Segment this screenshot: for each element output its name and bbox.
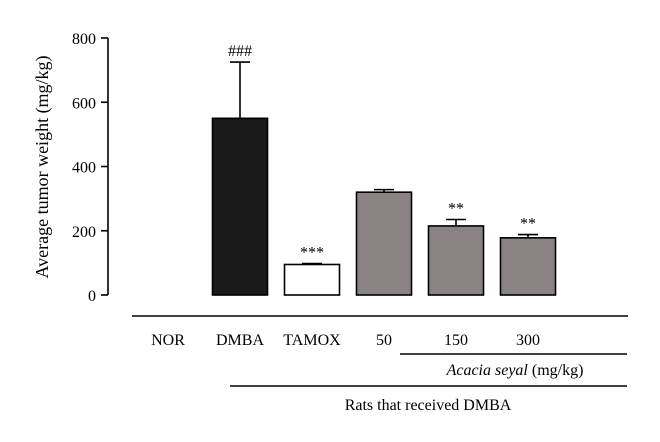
x-category-label: 300 bbox=[516, 332, 540, 349]
y-tick-label: 400 bbox=[72, 160, 96, 177]
dmba-group-label: Rats that received DMBA bbox=[345, 397, 512, 414]
bar bbox=[427, 225, 485, 296]
x-category-label: DMBA bbox=[216, 332, 264, 349]
bar bbox=[355, 191, 413, 296]
significance-label: *** bbox=[300, 245, 324, 262]
x-category-label: 150 bbox=[444, 332, 468, 349]
x-axis: NOR DMBA TAMOX 50 150 300 bbox=[132, 315, 628, 349]
bar bbox=[211, 117, 269, 296]
acacia-group-label: Acacia seyal (mg/kg) bbox=[446, 362, 584, 379]
y-tick-label: 200 bbox=[72, 224, 96, 241]
y-axis-label: Average tumor weight (mg/kg) bbox=[32, 55, 53, 278]
x-category-label: NOR bbox=[151, 332, 185, 349]
y-axis: 0 200 400 600 800 bbox=[72, 31, 109, 305]
bar bbox=[499, 237, 557, 296]
significance-label: ** bbox=[520, 216, 536, 233]
y-tick-label: 800 bbox=[72, 31, 96, 48]
significance-label: ** bbox=[448, 201, 464, 218]
x-category-label: TAMOX bbox=[283, 332, 341, 349]
acacia-group-label-name: Acacia seyal bbox=[446, 362, 529, 379]
y-tick-label: 600 bbox=[72, 95, 96, 112]
acacia-group-label-unit: (mg/kg) bbox=[528, 362, 584, 379]
y-tick-label: 0 bbox=[88, 288, 96, 305]
x-category-label: 50 bbox=[376, 332, 392, 349]
bar bbox=[283, 263, 341, 296]
bars: ###******* bbox=[211, 43, 557, 296]
significance-label: ### bbox=[228, 43, 252, 60]
